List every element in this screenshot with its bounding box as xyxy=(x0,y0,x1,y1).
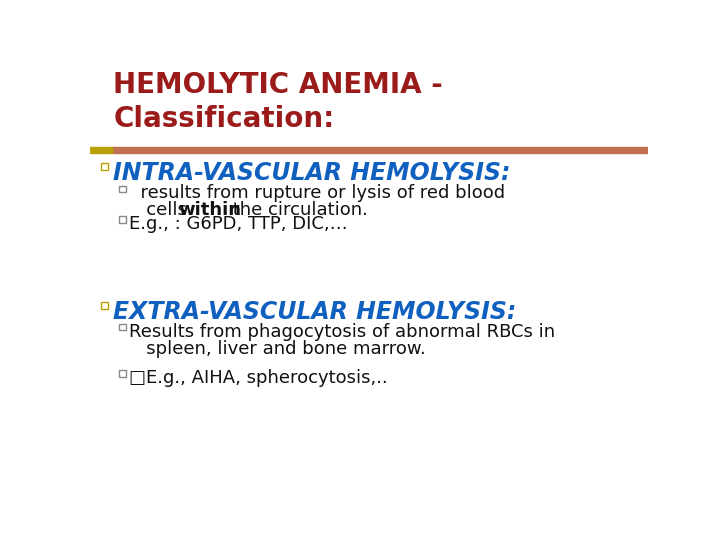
Text: HEMOLYTIC ANEMIA -: HEMOLYTIC ANEMIA - xyxy=(113,71,443,99)
Bar xyxy=(101,302,108,309)
Text: within: within xyxy=(178,201,241,219)
Bar xyxy=(120,370,126,377)
Text: INTRA-VASCULAR HEMOLYSIS:: INTRA-VASCULAR HEMOLYSIS: xyxy=(113,161,510,185)
Text: Results from phagocytosis of abnormal RBCs in: Results from phagocytosis of abnormal RB… xyxy=(129,323,555,341)
Text: EXTRA-VASCULAR HEMOLYSIS:: EXTRA-VASCULAR HEMOLYSIS: xyxy=(113,300,517,323)
Bar xyxy=(120,217,126,222)
Text: cells: cells xyxy=(129,201,192,219)
Text: □E.g., AIHA, spherocytosis,..: □E.g., AIHA, spherocytosis,.. xyxy=(129,369,387,387)
Bar xyxy=(101,164,108,170)
Text: E.g., : G6PD, TTP, DIC,…: E.g., : G6PD, TTP, DIC,… xyxy=(129,215,348,233)
Text: the circulation.: the circulation. xyxy=(227,201,368,219)
Bar xyxy=(112,147,648,153)
Text: spleen, liver and bone marrow.: spleen, liver and bone marrow. xyxy=(129,340,426,357)
Bar xyxy=(120,186,126,192)
Bar xyxy=(90,147,112,153)
Bar xyxy=(120,325,126,330)
Text: Classification:: Classification: xyxy=(113,105,335,133)
Text: results from rupture or lysis of red blood: results from rupture or lysis of red blo… xyxy=(129,184,505,202)
